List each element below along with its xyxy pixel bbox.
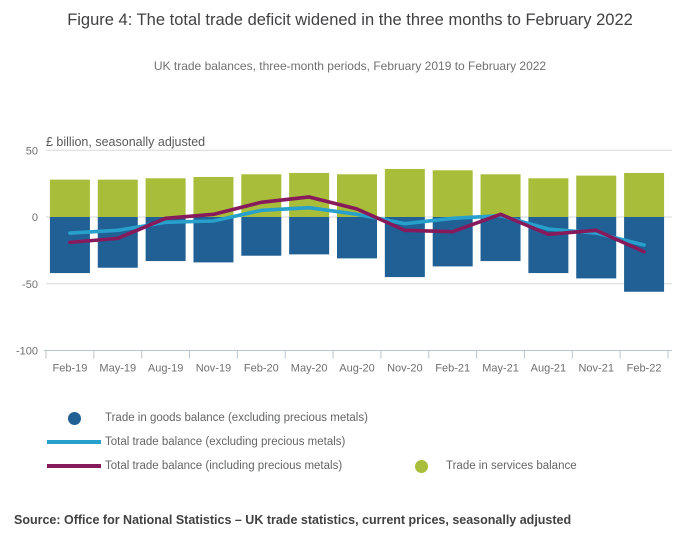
services-balance-bar bbox=[384, 168, 425, 217]
services-balance-bar bbox=[576, 175, 617, 217]
x-axis-label: Feb-22 bbox=[627, 363, 662, 375]
goods-balance-bar bbox=[193, 217, 234, 263]
services-balance-bar bbox=[145, 178, 186, 217]
total-trade-balance-line bbox=[68, 195, 646, 254]
legend-marker-box bbox=[415, 459, 428, 473]
x-axis-label: Nov-20 bbox=[387, 363, 422, 375]
goods-balance-bar bbox=[97, 217, 138, 268]
chart-canvas: 50 0 -50 -100 £ billion, seasonally adjusted… bbox=[16, 135, 672, 375]
legend-label-total-incl: Total trade balance (including precious … bbox=[105, 460, 343, 472]
services-balance-bar bbox=[97, 179, 138, 217]
goods-balance-bar bbox=[289, 217, 330, 255]
services-balance-bar bbox=[480, 174, 521, 217]
legend-item-goods-balance: Trade in goods balance (excluding precio… bbox=[47, 411, 368, 425]
y-axis-tick-label: -50 bbox=[22, 279, 38, 291]
chart-subtitle: UK trade balances, three-month periods, … bbox=[153, 59, 547, 73]
goods-balance-bar bbox=[49, 217, 90, 274]
services-balance-bar bbox=[49, 179, 90, 217]
legend-item-services-balance: Trade in services balance bbox=[415, 459, 577, 473]
services-balance-dot-icon bbox=[415, 459, 428, 473]
goods-balance-bar bbox=[384, 217, 425, 278]
total-excl-line-icon bbox=[47, 440, 101, 444]
goods-balance-dot-icon bbox=[67, 411, 81, 425]
goods-balance-bar bbox=[241, 217, 282, 256]
legend-marker-box bbox=[47, 411, 101, 425]
y-axis-tick-label: 50 bbox=[26, 145, 38, 157]
services-balance-bar bbox=[624, 172, 665, 217]
legend-marker-box bbox=[47, 464, 101, 468]
goods-balance-bar bbox=[624, 217, 665, 292]
goods-balance-bar bbox=[337, 217, 377, 259]
source-text: Source: Office for National Statistics –… bbox=[14, 513, 572, 527]
total-incl-line-icon bbox=[47, 464, 101, 468]
chart-title: Figure 4: The total trade deficit widene… bbox=[67, 11, 633, 29]
x-axis-label: Feb-19 bbox=[52, 363, 87, 375]
y-axis-unit-label: £ billion, seasonally adjusted bbox=[46, 135, 205, 149]
x-axis-label: Feb-21 bbox=[435, 363, 470, 375]
legend-label-services-balance: Trade in services balance bbox=[446, 460, 577, 472]
legend-item-total-incl: Total trade balance (including precious … bbox=[47, 459, 342, 473]
x-axis-label: Aug-20 bbox=[339, 363, 374, 375]
y-axis-tick-label: 0 bbox=[32, 212, 38, 224]
x-axis-label: Feb-20 bbox=[244, 363, 279, 375]
x-axis-label: Nov-19 bbox=[196, 363, 231, 375]
services-balance-bar bbox=[528, 178, 569, 217]
legend-label-goods-balance: Trade in goods balance (excluding precio… bbox=[105, 412, 368, 424]
x-axis-label: Aug-19 bbox=[148, 363, 183, 375]
x-axis-label: Nov-21 bbox=[578, 363, 613, 375]
legend-item-total-excl: Total trade balance (excluding precious … bbox=[47, 435, 345, 449]
services-balance-bar bbox=[432, 170, 473, 217]
x-axis-label: May-19 bbox=[99, 363, 136, 375]
total-trade-balance-line bbox=[68, 205, 646, 247]
x-axis-label: Aug-21 bbox=[531, 363, 566, 375]
goods-balance-bar bbox=[480, 217, 521, 262]
legend-label-total-excl: Total trade balance (excluding precious … bbox=[105, 436, 346, 448]
goods-balance-bar bbox=[576, 217, 617, 279]
y-axis-tick-label: -100 bbox=[16, 346, 38, 358]
x-axis-label: May-20 bbox=[291, 363, 328, 375]
legend-marker-box bbox=[47, 440, 101, 444]
x-axis-label: May-21 bbox=[482, 363, 519, 375]
goods-balance-bar bbox=[432, 217, 473, 267]
